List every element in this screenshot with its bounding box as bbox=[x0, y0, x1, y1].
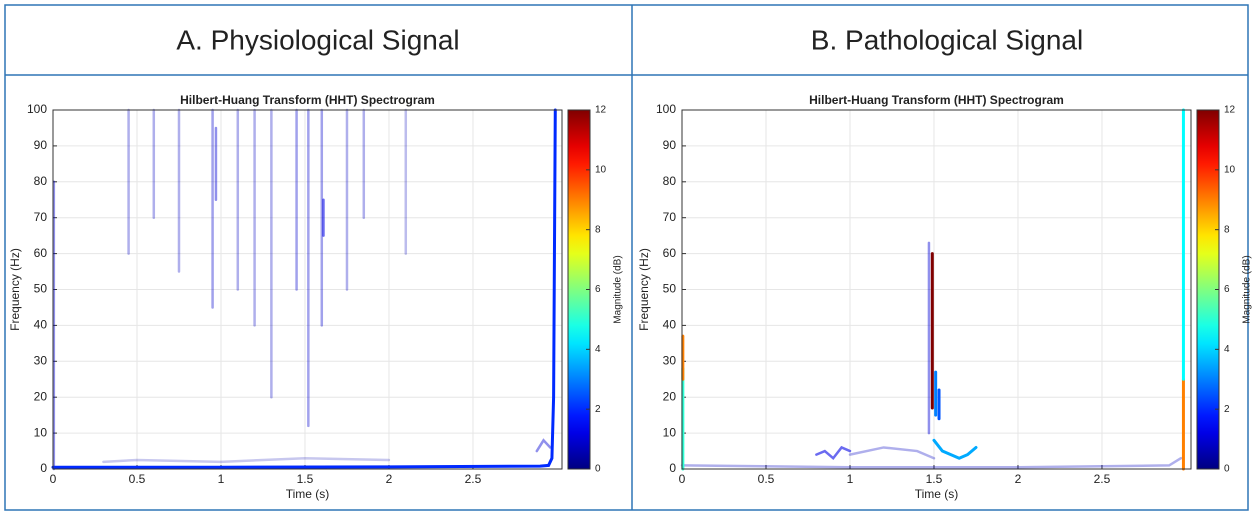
y-tick-label: 90 bbox=[663, 138, 677, 152]
colorbar-tick-label: 8 bbox=[595, 224, 601, 235]
chart-title: Hilbert-Huang Transform (HHT) Spectrogra… bbox=[809, 93, 1064, 107]
colorbar-tick-label: 2 bbox=[595, 404, 601, 415]
x-tick-label: 1 bbox=[847, 472, 854, 486]
ridge-trace bbox=[848, 446, 936, 460]
y-tick-label: 10 bbox=[663, 425, 677, 439]
y-tick-label: 70 bbox=[663, 210, 677, 224]
colorbar-tick-label: 2 bbox=[1224, 404, 1230, 415]
ridge-trace bbox=[102, 456, 391, 464]
y-tick-label: 50 bbox=[663, 282, 677, 296]
colorbar-tick-label: 6 bbox=[1224, 284, 1230, 295]
y-tick-label: 100 bbox=[27, 102, 47, 116]
x-tick-label: 0.5 bbox=[758, 472, 775, 486]
axes-box bbox=[52, 109, 563, 470]
x-tick-label: 0 bbox=[679, 472, 686, 486]
ridge-trace bbox=[680, 456, 1183, 469]
y-tick-label: 30 bbox=[663, 353, 677, 367]
colorbar-tick-label: 12 bbox=[1224, 105, 1236, 116]
y-tick-label: 90 bbox=[34, 138, 48, 152]
x-tick-label: 2.5 bbox=[465, 472, 482, 486]
y-tick-label: 80 bbox=[34, 174, 48, 188]
y-axis-label: Frequency (Hz) bbox=[637, 248, 651, 331]
y-tick-label: 50 bbox=[34, 282, 48, 296]
y-tick-label: 10 bbox=[34, 425, 48, 439]
colorbar-tick-label: 4 bbox=[1224, 344, 1230, 355]
frame bbox=[4, 4, 1249, 511]
ridge-trace bbox=[535, 438, 552, 453]
x-tick-label: 2 bbox=[386, 472, 393, 486]
colorbar-label: Magnitude (dB) bbox=[613, 255, 624, 323]
chart-title: Hilbert-Huang Transform (HHT) Spectrogra… bbox=[180, 93, 435, 107]
x-tick-label: 0 bbox=[50, 472, 57, 486]
colorbar-tick-label: 0 bbox=[1224, 464, 1230, 475]
ridge-trace bbox=[932, 438, 978, 460]
y-tick-label: 20 bbox=[34, 389, 48, 403]
axes-box bbox=[681, 109, 1192, 470]
ridge-trace bbox=[51, 108, 557, 469]
y-tick-label: 20 bbox=[663, 389, 677, 403]
y-tick-label: 60 bbox=[34, 246, 48, 260]
colorbar-tick-label: 10 bbox=[595, 164, 607, 175]
y-tick-label: 30 bbox=[34, 353, 48, 367]
y-tick-label: 40 bbox=[663, 318, 677, 332]
colorbar-tick-label: 0 bbox=[595, 464, 601, 475]
x-tick-label: 0.5 bbox=[129, 472, 146, 486]
colorbar-tick-label: 10 bbox=[1224, 164, 1236, 175]
x-tick-label: 1 bbox=[218, 472, 225, 486]
y-tick-label: 80 bbox=[663, 174, 677, 188]
y-tick-label: 0 bbox=[40, 461, 47, 475]
ridge-trace bbox=[815, 445, 852, 461]
y-tick-label: 70 bbox=[34, 210, 48, 224]
y-tick-label: 100 bbox=[656, 102, 676, 116]
y-axis-label: Frequency (Hz) bbox=[8, 248, 22, 331]
x-axis-label: Time (s) bbox=[915, 487, 959, 501]
x-tick-label: 2.5 bbox=[1094, 472, 1111, 486]
colorbar-tick-label: 6 bbox=[595, 284, 601, 295]
x-axis-label: Time (s) bbox=[286, 487, 330, 501]
x-tick-label: 1.5 bbox=[297, 472, 314, 486]
y-tick-label: 0 bbox=[669, 461, 676, 475]
colorbar-tick-label: 12 bbox=[595, 105, 607, 116]
colorbar-tick-label: 4 bbox=[595, 344, 601, 355]
colorbar-tick-label: 8 bbox=[1224, 224, 1230, 235]
y-tick-label: 60 bbox=[663, 246, 677, 260]
colorbar-label: Magnitude (dB) bbox=[1242, 255, 1253, 323]
y-tick-label: 40 bbox=[34, 318, 48, 332]
x-tick-label: 1.5 bbox=[926, 472, 943, 486]
panel-title: B. Pathological Signal bbox=[811, 24, 1083, 55]
x-tick-label: 2 bbox=[1015, 472, 1022, 486]
panel-title: A. Physiological Signal bbox=[176, 24, 459, 55]
